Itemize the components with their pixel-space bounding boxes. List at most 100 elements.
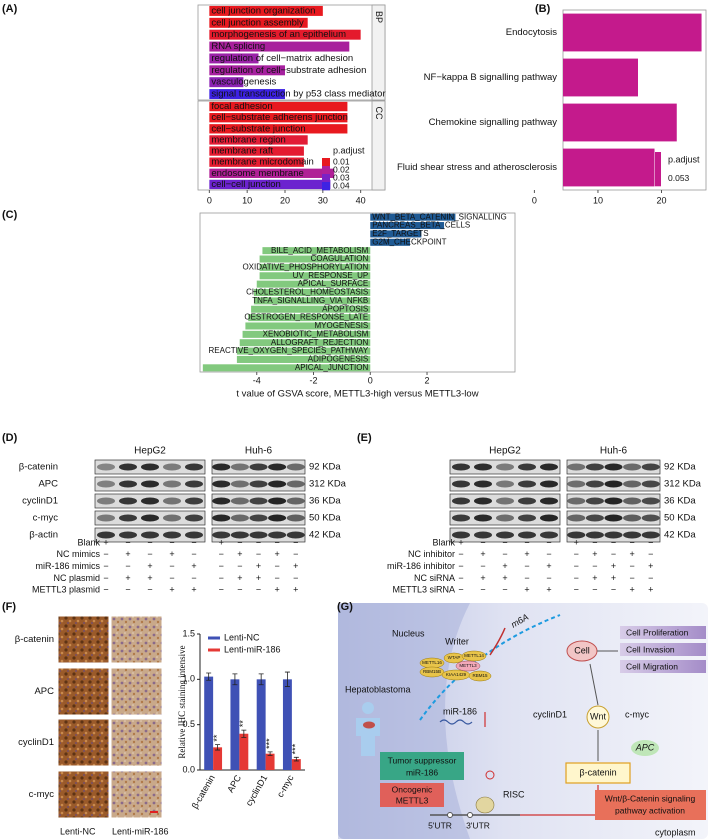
outcome-label: Cell Proliferation xyxy=(626,627,689,637)
box-label: METTL3 xyxy=(396,795,429,805)
connector xyxy=(589,663,599,706)
blot-band xyxy=(567,480,586,488)
condition-sign: + xyxy=(592,573,597,583)
condition-sign: + xyxy=(574,537,579,547)
box-label: Oncogenic xyxy=(392,784,433,794)
condition-label: NC inhibitor xyxy=(408,549,455,559)
bar xyxy=(209,179,331,190)
blot-band xyxy=(604,463,623,471)
nucleus-label: Nucleus xyxy=(392,628,425,638)
size-label: 50 KDa xyxy=(664,513,696,524)
category-label: Chemokine signalling pathway xyxy=(429,117,558,128)
condition-sign: − xyxy=(502,549,507,559)
bar xyxy=(291,759,301,770)
condition-sign: + xyxy=(237,573,242,583)
category-label: membrane microdomain xyxy=(211,157,313,168)
blot-band xyxy=(518,514,536,522)
condition-sign: − xyxy=(524,573,529,583)
condition-sign: − xyxy=(274,573,279,583)
significance: ** xyxy=(238,720,248,728)
category-label: WNT_BETA_CATENIN_SIGNALLING xyxy=(372,212,506,221)
condition-sign: − xyxy=(629,537,634,547)
gene-label: c-myc xyxy=(625,709,649,719)
blot-band xyxy=(163,480,181,488)
bar xyxy=(209,168,335,178)
blot-band xyxy=(119,480,137,488)
blot-band xyxy=(249,514,268,522)
category-label: OXIDATIVE_PHOSPHORYLATION xyxy=(242,263,368,272)
legend-title: p.adjust xyxy=(668,154,700,164)
category-label: REACTIVE_OXYGEN_SPECIES_PATHWAY xyxy=(209,346,369,355)
legend-swatch xyxy=(322,174,330,183)
x-tick-label: β-catenin xyxy=(190,773,217,810)
y-axis-label: Relative IHC staining intensive xyxy=(177,645,187,758)
blot-band xyxy=(452,514,470,522)
blot-band xyxy=(249,497,268,505)
blot-band xyxy=(163,531,181,539)
category-label: ADIPOGENESIS xyxy=(308,355,368,364)
category-label: NF−kappa B signalling pathway xyxy=(424,72,558,83)
panel-label: (G) xyxy=(337,601,353,613)
condition-sign: + xyxy=(524,549,529,559)
blot-band xyxy=(641,531,660,539)
condition-sign: − xyxy=(592,561,597,571)
image-row-label: cyclinD1 xyxy=(18,737,54,748)
blot-band xyxy=(641,480,660,488)
condition-sign: − xyxy=(103,561,108,571)
bar xyxy=(370,213,456,221)
category-label: cell−cell junction xyxy=(211,179,280,190)
bar xyxy=(209,65,285,76)
outcome-box xyxy=(620,626,706,639)
condition-sign: + xyxy=(629,549,634,559)
category-label: cell−substrate junction xyxy=(211,123,305,134)
condition-sign: − xyxy=(611,537,616,547)
x-tick-label: 20 xyxy=(657,195,667,205)
protein-label: APC xyxy=(38,479,58,490)
box xyxy=(380,783,444,807)
condition-sign: + xyxy=(274,585,279,595)
error-bar xyxy=(293,756,299,762)
x-tick-label: 10 xyxy=(242,195,252,205)
bar xyxy=(209,5,323,16)
ihc-image xyxy=(110,615,163,664)
blot-band xyxy=(97,531,115,539)
risc-icon xyxy=(475,796,495,814)
blot-band xyxy=(268,480,287,488)
blot-band xyxy=(623,531,642,539)
bar xyxy=(259,263,371,271)
ihc-image xyxy=(57,615,110,664)
condition-sign: − xyxy=(256,585,261,595)
condition-sign: − xyxy=(125,537,130,547)
condition-sign: − xyxy=(480,537,485,547)
x-tick-label: -2 xyxy=(310,375,318,385)
blot-band xyxy=(623,514,642,522)
blot-band xyxy=(230,514,249,522)
blot-band xyxy=(567,497,586,505)
bar xyxy=(259,272,371,280)
blot-band xyxy=(141,463,159,471)
writer-label: Writer xyxy=(445,636,469,646)
legend-label: Lenti-NC xyxy=(224,632,260,642)
liver-icon xyxy=(363,721,375,729)
bar xyxy=(253,288,371,297)
blot-band xyxy=(518,463,536,471)
condition-sign: − xyxy=(524,561,529,571)
box-label: pathway activation xyxy=(615,805,685,815)
bar xyxy=(202,364,371,372)
bar xyxy=(209,53,259,64)
condition-label: Blank xyxy=(77,537,100,547)
box-label: β-catenin xyxy=(579,767,616,777)
box-label: miR-186 xyxy=(406,767,438,777)
blot-band xyxy=(185,463,203,471)
blot-band xyxy=(567,531,586,539)
condition-sign: + xyxy=(546,585,551,595)
x-tick-label: 40 xyxy=(356,195,366,205)
bar xyxy=(282,679,292,770)
bar xyxy=(259,255,371,263)
blot-band xyxy=(474,497,492,505)
blot-band xyxy=(230,531,249,539)
y-tick-label: 0.5 xyxy=(182,719,195,729)
ihc-image xyxy=(57,718,110,767)
person-body xyxy=(356,718,380,756)
category-label: APOPTOSIS xyxy=(322,304,368,313)
